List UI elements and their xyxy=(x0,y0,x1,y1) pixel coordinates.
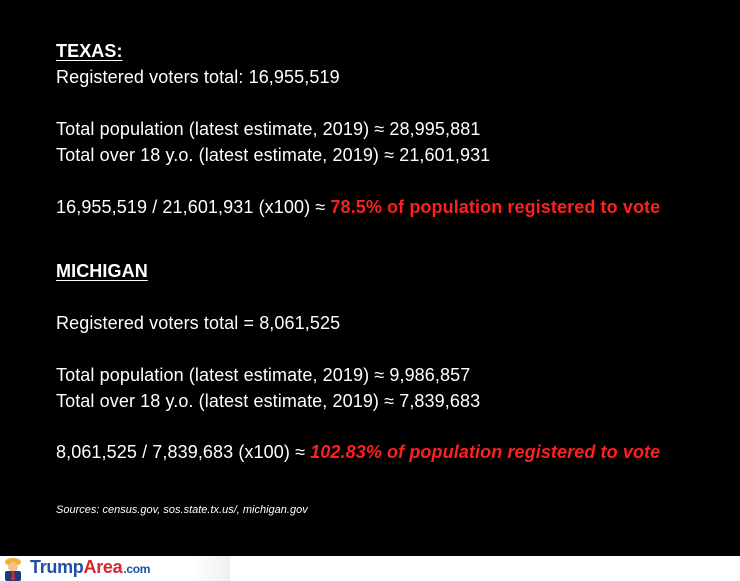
michigan-total-population: Total population (latest estimate, 2019)… xyxy=(56,365,471,385)
texas-heading: TEXAS: xyxy=(56,41,123,61)
footer-fade xyxy=(190,556,230,581)
mascot-icon xyxy=(0,556,26,581)
footer-watermark-bar: TrumpArea.com xyxy=(0,556,740,581)
logo-wordmark: TrumpArea.com xyxy=(30,555,150,581)
texas-over-18: Total over 18 y.o. (latest estimate, 201… xyxy=(56,145,491,165)
michigan-registered-voters: Registered voters total = 8,061,525 xyxy=(56,313,341,333)
logo-word-trump: Trump xyxy=(30,557,84,577)
texas-total-population: Total population (latest estimate, 2019)… xyxy=(56,119,481,139)
sources-note: Sources: census.gov, sos.state.tx.us/, m… xyxy=(56,504,308,516)
site-logo-link[interactable]: TrumpArea.com xyxy=(0,556,150,581)
logo-word-area: Area xyxy=(83,557,123,577)
texas-calculation: 16,955,519 / 21,601,931 (x100) ≈ 78.5% o… xyxy=(56,196,660,218)
michigan-calc-result: 102.83% of population registered to vote xyxy=(310,442,661,462)
michigan-calculation: 8,061,525 / 7,839,683 (x100) ≈ 102.83% o… xyxy=(56,441,660,463)
texas-calc-formula: 16,955,519 / 21,601,931 (x100) ≈ xyxy=(56,197,331,217)
michigan-over-18: Total over 18 y.o. (latest estimate, 201… xyxy=(56,391,481,411)
michigan-calc-formula: 8,061,525 / 7,839,683 (x100) ≈ xyxy=(56,442,311,462)
logo-word-dotcom: .com xyxy=(123,562,151,576)
texas-calc-result: 78.5% of population registered to vote xyxy=(330,197,661,217)
texas-registered-voters: Registered voters total: 16,955,519 xyxy=(56,67,340,87)
michigan-heading: MICHIGAN xyxy=(56,261,148,281)
